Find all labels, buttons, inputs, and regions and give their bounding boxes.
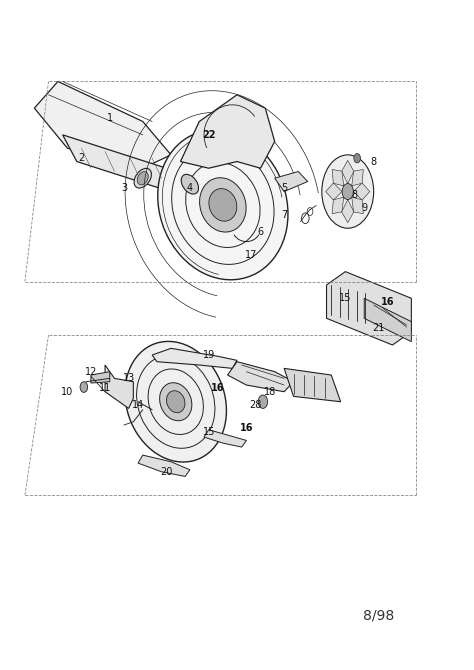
Text: 22: 22 bbox=[202, 130, 216, 140]
Ellipse shape bbox=[209, 188, 237, 221]
Polygon shape bbox=[332, 170, 344, 186]
Text: 6: 6 bbox=[257, 226, 264, 237]
Polygon shape bbox=[105, 365, 133, 409]
Text: 15: 15 bbox=[339, 293, 352, 304]
Text: 16: 16 bbox=[240, 423, 253, 433]
Text: 8: 8 bbox=[371, 157, 377, 167]
Ellipse shape bbox=[166, 391, 185, 413]
Polygon shape bbox=[284, 369, 341, 402]
Circle shape bbox=[354, 153, 360, 163]
Polygon shape bbox=[35, 82, 171, 168]
Polygon shape bbox=[228, 362, 293, 392]
Text: 14: 14 bbox=[132, 400, 144, 410]
Polygon shape bbox=[364, 298, 411, 342]
Polygon shape bbox=[352, 197, 363, 214]
Text: 28: 28 bbox=[250, 400, 262, 410]
Text: 17: 17 bbox=[245, 250, 257, 260]
Text: 15: 15 bbox=[202, 427, 215, 437]
Text: 3: 3 bbox=[121, 183, 127, 193]
Polygon shape bbox=[332, 197, 344, 214]
Text: 1: 1 bbox=[107, 113, 113, 123]
Text: 12: 12 bbox=[85, 366, 97, 377]
Polygon shape bbox=[63, 135, 181, 195]
Ellipse shape bbox=[200, 178, 246, 232]
Polygon shape bbox=[275, 172, 308, 192]
Ellipse shape bbox=[158, 130, 288, 280]
Text: 21: 21 bbox=[372, 324, 384, 334]
Text: 8: 8 bbox=[352, 190, 358, 200]
Polygon shape bbox=[354, 183, 370, 200]
Polygon shape bbox=[152, 348, 237, 369]
Polygon shape bbox=[326, 183, 342, 200]
Polygon shape bbox=[204, 429, 246, 447]
Ellipse shape bbox=[181, 174, 199, 194]
Text: 11: 11 bbox=[99, 383, 111, 393]
Text: 5: 5 bbox=[281, 183, 287, 193]
Polygon shape bbox=[181, 94, 275, 168]
Text: 7: 7 bbox=[281, 210, 287, 220]
Polygon shape bbox=[138, 455, 190, 476]
Text: 20: 20 bbox=[160, 467, 173, 477]
Circle shape bbox=[322, 155, 374, 228]
Text: 19: 19 bbox=[202, 350, 215, 360]
Polygon shape bbox=[342, 200, 354, 222]
Circle shape bbox=[342, 184, 354, 200]
Text: 4: 4 bbox=[187, 183, 193, 193]
Circle shape bbox=[80, 382, 88, 393]
Text: 16: 16 bbox=[211, 383, 225, 393]
Ellipse shape bbox=[134, 168, 151, 188]
Polygon shape bbox=[352, 170, 363, 186]
Polygon shape bbox=[342, 160, 354, 184]
Text: 18: 18 bbox=[264, 387, 276, 397]
Text: 9: 9 bbox=[361, 203, 367, 213]
Text: 16: 16 bbox=[381, 297, 394, 307]
Polygon shape bbox=[327, 271, 411, 345]
Ellipse shape bbox=[137, 172, 148, 185]
Ellipse shape bbox=[125, 342, 227, 462]
Polygon shape bbox=[91, 372, 110, 383]
Text: 13: 13 bbox=[122, 373, 135, 383]
Ellipse shape bbox=[160, 383, 192, 421]
Circle shape bbox=[258, 395, 268, 409]
Text: 2: 2 bbox=[78, 153, 85, 163]
Text: 10: 10 bbox=[61, 387, 73, 397]
Text: 8/98: 8/98 bbox=[363, 608, 394, 622]
